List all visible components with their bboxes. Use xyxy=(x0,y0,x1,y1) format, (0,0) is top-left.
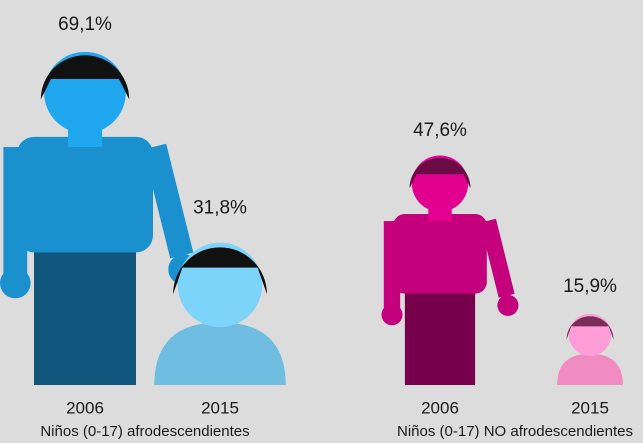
group-label: Niños (0-17) NO afrodescendientes xyxy=(397,423,633,440)
hair xyxy=(173,247,267,295)
value-label: 15,9% xyxy=(563,276,617,297)
value-label: 31,8% xyxy=(193,198,247,219)
shoulders xyxy=(557,353,623,385)
fist xyxy=(497,294,519,316)
hair xyxy=(566,316,614,340)
year-label: 2006 xyxy=(421,398,459,417)
legs xyxy=(404,286,476,385)
torso xyxy=(393,214,487,294)
figure xyxy=(154,242,286,385)
legs xyxy=(34,242,136,385)
value-label: 69,1% xyxy=(58,14,112,35)
year-label: 2006 xyxy=(66,398,104,417)
fist xyxy=(381,304,403,326)
figure xyxy=(381,155,519,385)
arm xyxy=(480,218,515,298)
figure xyxy=(0,51,199,385)
hair xyxy=(40,55,130,100)
fist xyxy=(0,267,31,299)
hair xyxy=(409,157,471,189)
value-label: 47,6% xyxy=(413,120,467,141)
figure xyxy=(557,313,623,385)
shoulders xyxy=(154,322,286,385)
year-label: 2015 xyxy=(201,398,239,417)
arm xyxy=(143,143,194,259)
group-label: Niños (0-17) afrodescendientes xyxy=(40,423,249,440)
torso xyxy=(17,136,153,253)
year-label: 2015 xyxy=(571,398,609,417)
